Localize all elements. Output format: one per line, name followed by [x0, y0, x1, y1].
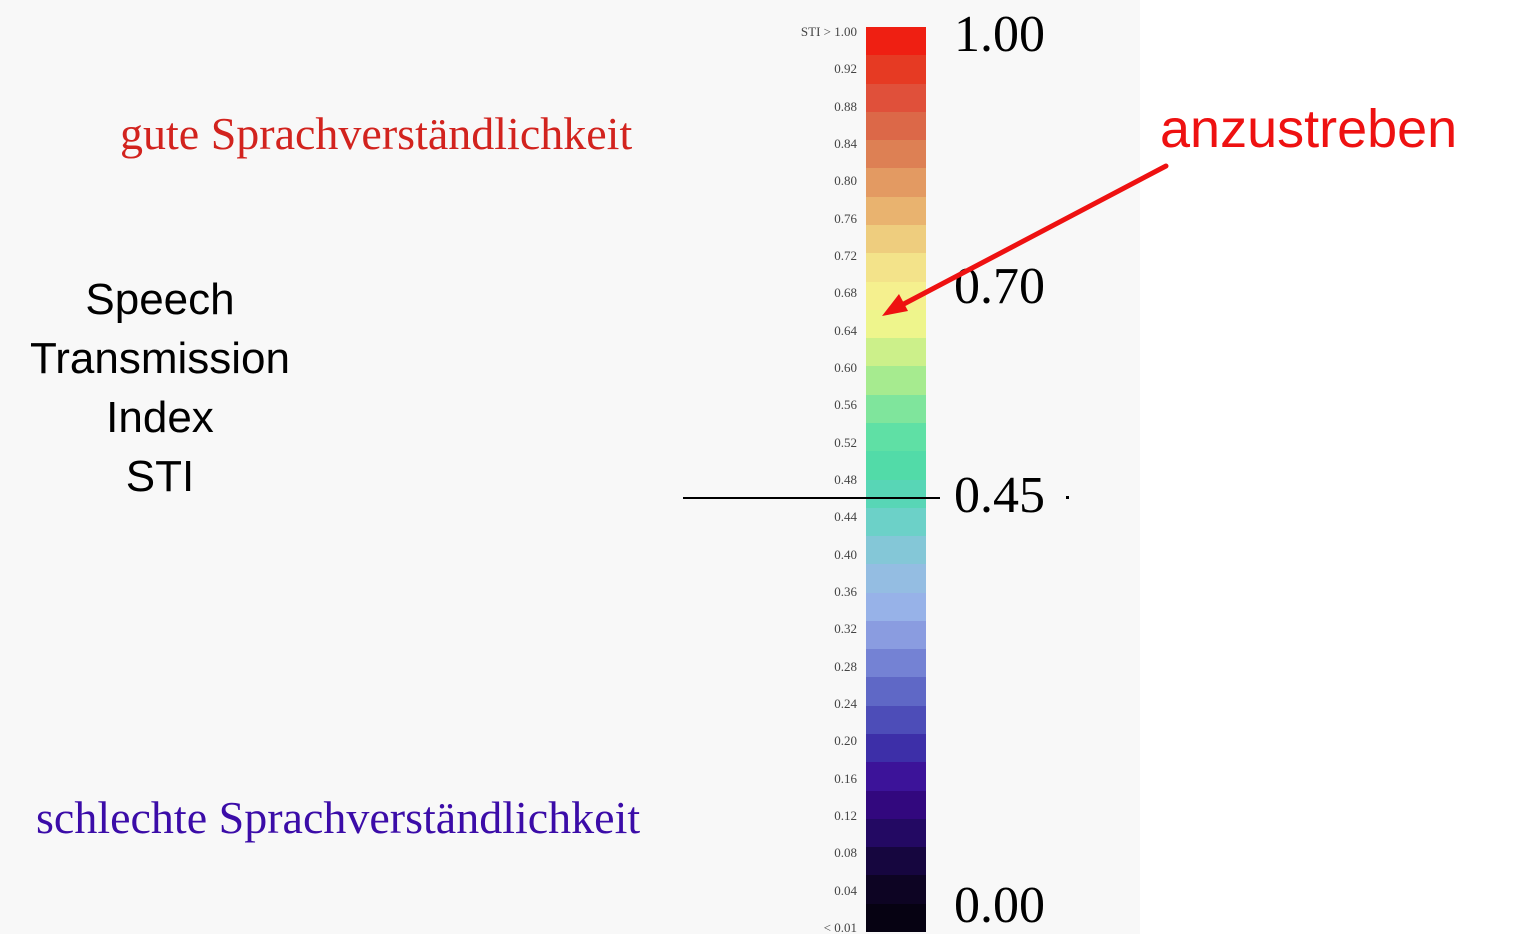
scale-tick-label: 0.76	[834, 210, 857, 226]
scale-tick-label: 0.28	[834, 658, 857, 674]
scale-tick-label: 0.08	[834, 845, 857, 861]
scale-tick-label: 0.84	[834, 136, 857, 151]
scale-tick-label: 0.88	[834, 98, 857, 114]
color-band	[866, 224, 926, 254]
scale-bottom-label: < 0.01	[823, 920, 857, 935]
scale-tick-label: 0.72	[834, 248, 857, 263]
color-band	[866, 27, 926, 56]
color-band	[866, 649, 926, 678]
scale-tick-label: 0.80	[834, 173, 857, 189]
scale-tick-label: 0.04	[834, 882, 857, 898]
scale-label-0-45: 0.45	[954, 467, 1045, 524]
color-band	[866, 677, 926, 706]
color-band	[866, 394, 926, 423]
color-band	[866, 168, 926, 197]
scale-tick-label: 0.24	[834, 696, 857, 711]
diagram-panel	[0, 0, 1140, 934]
scale-tick-label: 0.52	[834, 434, 857, 450]
sti-title-line: STI	[125, 452, 195, 501]
threshold-line	[683, 497, 940, 499]
color-band	[866, 847, 926, 876]
color-band	[866, 762, 926, 791]
sti-title-line: Index	[106, 393, 214, 442]
scale-tick-label: 0.48	[834, 472, 857, 487]
color-band	[866, 196, 926, 225]
color-band	[866, 818, 926, 848]
scale-tick-label: 0.60	[834, 360, 857, 375]
color-band	[866, 564, 926, 593]
color-band	[866, 309, 926, 339]
color-band	[866, 338, 926, 367]
scale-tick-label: 0.16	[834, 770, 857, 786]
scale-tick-label: 0.12	[834, 808, 857, 823]
scale-tick-label: 0.44	[834, 509, 857, 525]
scale-tick-label: 0.36	[834, 584, 857, 599]
target-annotation-label: anzustreben	[1160, 99, 1458, 159]
scale-top-label: STI > 1.00	[800, 24, 857, 39]
color-band	[866, 366, 926, 395]
scale-tick-label: 0.64	[834, 322, 857, 338]
color-band	[866, 705, 926, 735]
scale-label-0-00: 0.00	[954, 877, 1045, 934]
color-band	[866, 111, 926, 141]
color-band	[866, 790, 926, 819]
color-band	[866, 253, 926, 282]
color-band	[866, 140, 926, 169]
color-band	[866, 875, 926, 904]
color-band	[866, 903, 926, 932]
scale-tick-label: 0.68	[834, 285, 857, 301]
good-intelligibility-heading: gute Sprachverständlichkeit	[120, 108, 633, 159]
color-band	[866, 507, 926, 537]
sti-title-line: Speech	[85, 275, 235, 324]
scale-tick-label: 0.20	[834, 733, 857, 749]
sti-title-line: Transmission	[30, 334, 290, 383]
scale-label-1-00: 1.00	[954, 6, 1045, 63]
color-band	[866, 536, 926, 565]
threshold-dot	[1066, 496, 1069, 499]
color-band	[866, 734, 926, 763]
color-band	[866, 620, 926, 650]
scale-tick-label: 0.32	[834, 621, 857, 637]
color-band	[866, 451, 926, 480]
scale-tick-label: 0.92	[834, 61, 857, 77]
poor-intelligibility-heading: schlechte Sprachverständlichkeit	[36, 792, 641, 843]
color-band	[866, 479, 926, 508]
color-band	[866, 55, 926, 84]
color-band	[866, 592, 926, 621]
sti-title: Speech Transmission Index STI	[10, 270, 310, 506]
color-band	[866, 83, 926, 112]
color-band	[866, 281, 926, 310]
sti-color-scale	[866, 27, 926, 932]
scale-tick-label: 0.40	[834, 546, 857, 562]
scale-tick-label: 0.56	[834, 397, 857, 413]
color-band	[866, 422, 926, 452]
scale-label-0-70: 0.70	[954, 258, 1045, 315]
